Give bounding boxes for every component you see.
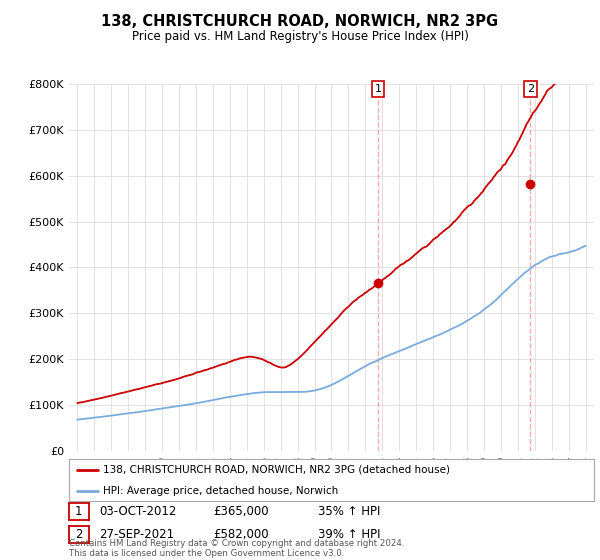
Text: 138, CHRISTCHURCH ROAD, NORWICH, NR2 3PG: 138, CHRISTCHURCH ROAD, NORWICH, NR2 3PG xyxy=(101,14,499,29)
Text: 27-SEP-2021: 27-SEP-2021 xyxy=(99,528,174,541)
Text: Contains HM Land Registry data © Crown copyright and database right 2024.
This d: Contains HM Land Registry data © Crown c… xyxy=(69,539,404,558)
Text: 39% ↑ HPI: 39% ↑ HPI xyxy=(318,528,380,541)
Text: £582,000: £582,000 xyxy=(213,528,269,541)
Text: Price paid vs. HM Land Registry's House Price Index (HPI): Price paid vs. HM Land Registry's House … xyxy=(131,30,469,43)
Text: HPI: Average price, detached house, Norwich: HPI: Average price, detached house, Norw… xyxy=(103,486,338,496)
Text: 2: 2 xyxy=(527,84,534,94)
Text: 2: 2 xyxy=(75,528,83,541)
Text: £365,000: £365,000 xyxy=(213,505,269,519)
Text: 35% ↑ HPI: 35% ↑ HPI xyxy=(318,505,380,519)
Text: 1: 1 xyxy=(75,505,83,519)
Text: 138, CHRISTCHURCH ROAD, NORWICH, NR2 3PG (detached house): 138, CHRISTCHURCH ROAD, NORWICH, NR2 3PG… xyxy=(103,465,450,475)
Text: 1: 1 xyxy=(374,84,382,94)
Text: 03-OCT-2012: 03-OCT-2012 xyxy=(99,505,176,519)
